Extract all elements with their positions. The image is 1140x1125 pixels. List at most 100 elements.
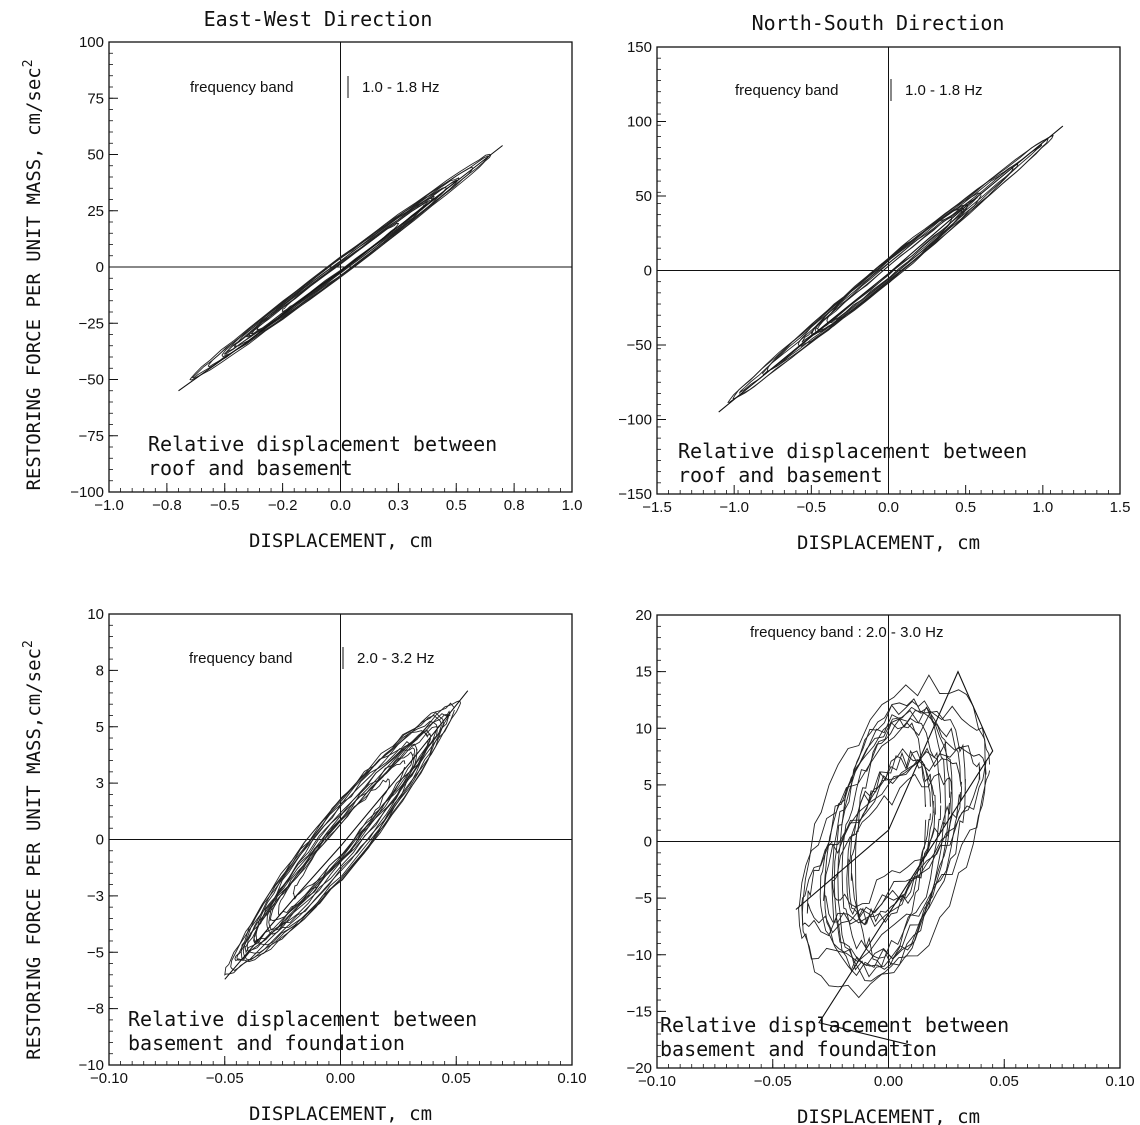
hysteresis-loop <box>230 702 455 971</box>
loop-envelope <box>178 145 503 392</box>
panel-ew-roof-basement: −1.0 −0.8 −0.5 −0.2 0.0 0.3 0.5 0.8 1.0 −100 −75 −5… <box>70 34 582 552</box>
hysteresis-loop <box>855 718 927 968</box>
x-axis-title: DISPLACEMENT, cm <box>249 530 432 552</box>
hysteresis-loop <box>224 700 462 976</box>
y-tick-label: −10 <box>79 1057 104 1074</box>
annotation-line: Relative displacement between <box>660 1013 1009 1037</box>
y-tick-label: 5 <box>96 719 104 736</box>
hysteresis-loop <box>253 731 432 944</box>
column-title-north-south: North-South Direction <box>752 11 1005 35</box>
x-tick-label: 0.05 <box>990 1073 1019 1090</box>
y-tick-label: 0 <box>96 259 104 276</box>
x-tick-label: 0.10 <box>1105 1073 1134 1090</box>
hysteresis-loop <box>738 144 1043 394</box>
loop-envelope <box>718 125 1064 413</box>
y-tick-label: −50 <box>627 337 652 354</box>
annotation-line: basement and foundation <box>128 1031 405 1055</box>
hysteresis-loop <box>848 750 934 928</box>
y-tick-label: −15 <box>627 1003 652 1020</box>
hysteresis-loop <box>824 706 961 967</box>
annotation-line: Relative displacement between <box>148 432 497 456</box>
hysteresis-loop <box>801 674 986 999</box>
y-tick-label: 10 <box>87 606 104 623</box>
panel-ns-roof-basement: −1.5 −1.0 −0.5 0.0 0.5 1.0 1.5 −150 −100 −50 0 50 10… <box>618 39 1130 554</box>
y-tick-label: −100 <box>618 412 652 429</box>
row2-ylabel: RESTORING FORCE PER UNIT MASS,cm/sec2 <box>21 640 45 1060</box>
y-tick-label: 0 <box>644 263 652 280</box>
hysteresis-loop <box>810 204 969 336</box>
y-tick-label: −8 <box>87 1001 104 1018</box>
hysteresis-loop <box>846 748 936 926</box>
y-tick-label: −3 <box>87 888 104 905</box>
y-tick-label: 20 <box>635 607 652 624</box>
x-tick-label: −0.2 <box>268 497 298 514</box>
x-tick-label: −0.10 <box>638 1073 676 1090</box>
hysteresis-loop <box>837 700 946 982</box>
hysteresis-loop <box>292 778 390 900</box>
y-tick-label: 10 <box>635 720 652 737</box>
hysteresis-loop <box>831 710 953 978</box>
y-tick-label: 50 <box>635 188 652 205</box>
y-tick-label: −10 <box>627 947 652 964</box>
x-tick-label: −0.05 <box>754 1073 792 1090</box>
row1-ylabel-text: RESTORING FORCE PER UNIT MASS, cm/sec <box>23 67 45 490</box>
hysteresis-loop <box>798 705 991 963</box>
frequency-band-label: 2.0 - 3.2 Hz <box>357 650 435 667</box>
frequency-band-label: frequency band : 2.0 - 3.0 Hz <box>750 624 943 641</box>
hysteresis-loop <box>815 209 963 331</box>
y-tick-label: −150 <box>618 486 652 503</box>
row2-ylabel-superscript: 2 <box>21 640 36 648</box>
x-tick-label: −1.5 <box>642 499 672 516</box>
hysteresis-loop <box>801 196 978 343</box>
x-tick-label: −0.10 <box>90 1070 128 1087</box>
x-axis-title: DISPLACEMENT, cm <box>797 532 980 554</box>
annotation-line: Relative displacement between <box>128 1007 477 1031</box>
hysteresis-loop <box>766 166 1014 373</box>
y-tick-label: −100 <box>70 484 104 501</box>
hysteresis-loop <box>242 714 442 961</box>
x-axis-title: DISPLACEMENT, cm <box>249 1103 432 1125</box>
loop-envelope <box>795 670 994 1046</box>
annotation-text: Relative displacement between roof and ba… <box>678 439 1027 487</box>
frequency-band-label: frequency band <box>735 82 838 99</box>
x-tick-label: 0.00 <box>326 1070 355 1087</box>
hysteresis-loop <box>826 217 953 324</box>
row1-ylabel-superscript: 2 <box>21 59 36 67</box>
y-tick-label: 15 <box>635 664 652 681</box>
frequency-band-label: 1.0 - 1.8 Hz <box>362 79 440 96</box>
panel-ew-basement-foundation: −0.10 −0.05 0.00 0.05 0.10 −10 −8 −5 −3 0 3 5 8 10 DIS… <box>79 606 587 1125</box>
hysteresis-loop <box>797 192 982 347</box>
x-axis-title: DISPLACEMENT, cm <box>797 1106 980 1125</box>
x-tick-label: −0.5 <box>797 499 827 516</box>
y-tick-label: 0 <box>644 834 652 851</box>
annotation-text: Relative displacement between roof and ba… <box>148 432 497 480</box>
hysteresis-loop <box>266 740 418 935</box>
y-tick-label: −25 <box>79 315 104 332</box>
hysteresis-loop <box>240 711 444 963</box>
hysteresis-loop <box>256 203 425 331</box>
hysteresis-loop <box>850 749 931 925</box>
hysteresis-loop <box>841 717 942 959</box>
x-tick-label: 0.05 <box>442 1070 471 1087</box>
hysteresis-loop <box>727 134 1054 403</box>
y-tick-label: 50 <box>87 147 104 164</box>
hysteresis-loop <box>269 751 414 922</box>
x-tick-label: 0.10 <box>557 1070 586 1087</box>
y-tick-label: 25 <box>87 203 104 220</box>
loop-envelope <box>224 690 469 980</box>
panel-ns-basement-foundation: −0.10 −0.05 0.00 0.05 0.10 −20 −15 −10 −5 0 5 10 15 2… <box>627 607 1135 1125</box>
x-tick-label: 0.3 <box>388 497 409 514</box>
hysteresis-loop <box>823 747 963 925</box>
annotation-line: basement and foundation <box>660 1037 937 1061</box>
y-tick-label: 100 <box>627 114 652 131</box>
annotation-line: roof and basement <box>148 456 353 480</box>
y-tick-label: −5 <box>87 944 104 961</box>
y-tick-label: −5 <box>635 890 652 907</box>
y-tick-label: 150 <box>627 39 652 56</box>
hysteresis-loop <box>253 729 431 944</box>
x-tick-label: 1.0 <box>1032 499 1053 516</box>
x-tick-label: −1.0 <box>719 499 749 516</box>
frequency-band-label: frequency band <box>190 79 293 96</box>
annotation-line: Relative displacement between <box>678 439 1027 463</box>
hysteresis-loop <box>833 698 950 972</box>
